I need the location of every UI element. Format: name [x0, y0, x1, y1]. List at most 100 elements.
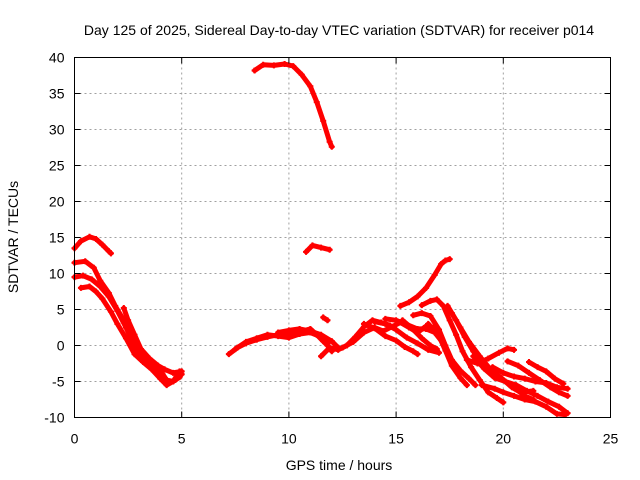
- data-point: [500, 389, 507, 396]
- data-point: [515, 362, 522, 369]
- series-arc-mid: [303, 242, 333, 255]
- x-tick-label: 10: [281, 431, 297, 447]
- data-point: [485, 389, 492, 396]
- series-line: [425, 321, 470, 388]
- data-point: [543, 403, 550, 410]
- data-point: [526, 369, 533, 376]
- data-point: [433, 296, 440, 303]
- y-tick-label: 20: [49, 194, 65, 210]
- data-point: [536, 377, 543, 384]
- data-point: [500, 369, 507, 376]
- data-point: [435, 326, 442, 333]
- data-point: [489, 364, 496, 371]
- data-point: [418, 335, 425, 342]
- data-point: [97, 283, 104, 290]
- data-point: [80, 272, 87, 279]
- data-point: [328, 338, 335, 345]
- x-axis-label: GPS time / hours: [286, 457, 393, 473]
- data-point: [120, 305, 127, 312]
- data-point: [170, 378, 177, 385]
- series-arc-early-5: [120, 305, 185, 376]
- data-point: [448, 362, 455, 369]
- data-point: [491, 374, 498, 381]
- data-point: [77, 284, 84, 291]
- data-point: [560, 380, 567, 387]
- data-point: [382, 333, 389, 340]
- data-point: [553, 410, 560, 417]
- data-point: [457, 367, 464, 374]
- series-line: [303, 242, 333, 255]
- data-point: [476, 353, 483, 360]
- data-point: [504, 358, 511, 365]
- data-point: [313, 99, 320, 106]
- data-point: [320, 117, 327, 124]
- data-point: [225, 351, 232, 358]
- data-point: [326, 138, 333, 145]
- data-point: [423, 325, 430, 332]
- series-line: [470, 353, 571, 416]
- series-arc-high: [251, 60, 335, 150]
- y-tick-label: -10: [44, 410, 64, 426]
- data-point: [92, 288, 99, 295]
- data-point: [122, 335, 129, 342]
- data-point: [360, 329, 367, 336]
- data-point: [562, 411, 569, 418]
- data-point: [478, 382, 485, 389]
- series-arc-late-1: [397, 256, 453, 309]
- data-point: [275, 329, 282, 336]
- data-point: [170, 369, 177, 376]
- data-point: [264, 331, 271, 338]
- x-tick-label: 25: [603, 431, 619, 447]
- y-tick-label: -5: [52, 374, 65, 390]
- data-point: [122, 324, 129, 331]
- data-point: [281, 60, 288, 67]
- data-point: [371, 318, 378, 325]
- series-arc-late-11: [478, 382, 569, 418]
- data-point: [418, 310, 425, 317]
- data-point: [543, 368, 550, 375]
- data-point: [476, 377, 483, 384]
- data-point: [521, 396, 528, 403]
- x-tick-label: 0: [71, 431, 79, 447]
- data-point: [425, 346, 432, 353]
- data-point: [465, 338, 472, 345]
- data-point: [285, 334, 292, 341]
- data-point: [99, 295, 106, 302]
- y-tick-label: 35: [49, 86, 65, 102]
- data-point: [427, 342, 434, 349]
- data-point: [296, 325, 303, 332]
- y-tick-label: 10: [49, 266, 65, 282]
- data-point: [545, 398, 552, 405]
- data-point: [163, 382, 170, 389]
- data-point: [326, 246, 333, 253]
- data-point: [433, 346, 440, 353]
- series-line: [232, 330, 330, 352]
- data-point: [472, 382, 479, 389]
- data-point: [410, 348, 417, 355]
- data-point: [285, 327, 292, 334]
- data-point: [470, 353, 477, 360]
- data-point: [463, 356, 470, 363]
- data-point: [442, 347, 449, 354]
- data-point: [414, 340, 421, 347]
- y-axis-label: SDTVAR / TECUs: [5, 181, 21, 293]
- data-point: [448, 310, 455, 317]
- series-line: [252, 61, 335, 150]
- data-point: [335, 346, 342, 353]
- data-point: [526, 359, 533, 366]
- data-point: [137, 346, 144, 353]
- data-point: [414, 293, 421, 300]
- data-point: [491, 385, 498, 392]
- data-point: [468, 364, 475, 371]
- series-arc-late-4: [425, 320, 470, 389]
- data-point: [296, 330, 303, 337]
- x-tick-label: 15: [388, 431, 404, 447]
- data-point: [532, 398, 539, 405]
- data-point: [465, 375, 472, 382]
- x-tick-label: 5: [178, 431, 186, 447]
- data-point: [318, 244, 325, 251]
- data-point: [309, 242, 316, 249]
- data-point: [511, 346, 518, 353]
- data-point: [155, 362, 162, 369]
